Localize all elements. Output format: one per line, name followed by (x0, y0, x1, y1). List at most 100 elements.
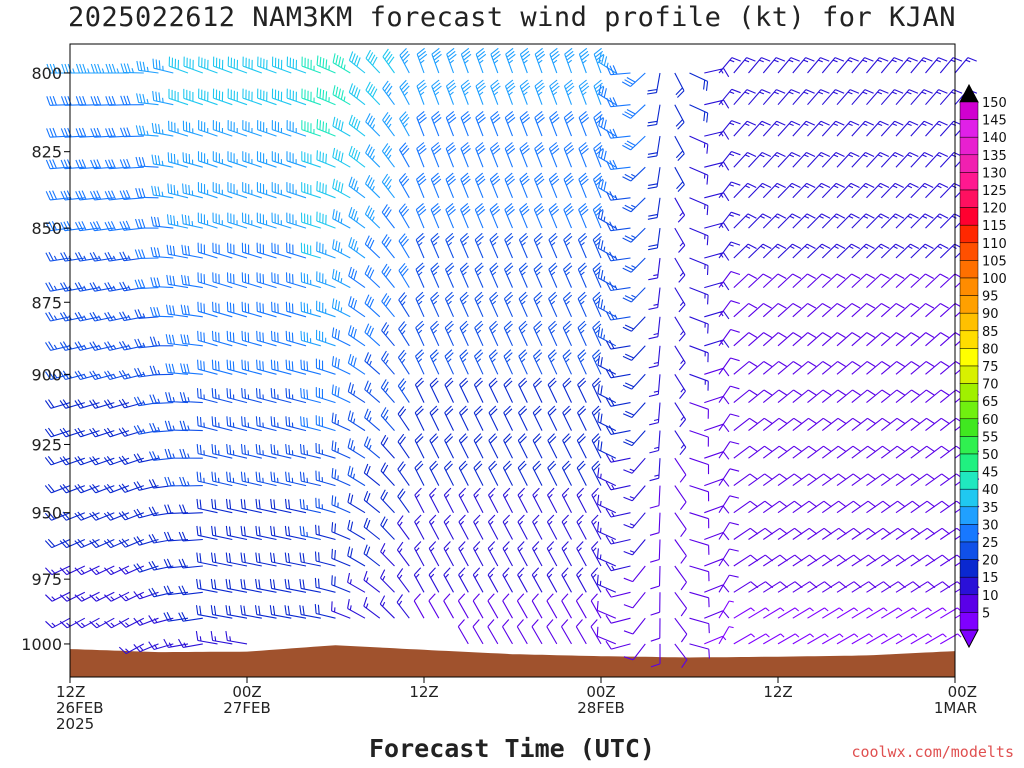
wind-barb (75, 159, 100, 170)
wind-barb (621, 72, 646, 87)
wind-barb (880, 389, 906, 404)
wind-barb (925, 445, 950, 459)
wind-barb (331, 412, 351, 432)
wind-barb (649, 402, 661, 426)
wind-barb (532, 377, 543, 403)
wind-barb (148, 560, 174, 571)
wind-barb (299, 444, 321, 459)
wind-barb (443, 541, 454, 567)
wind-barb (364, 352, 381, 375)
wind-barb (821, 89, 845, 106)
wind-barb (256, 301, 277, 318)
wind-barb (762, 389, 788, 404)
wind-barb (504, 142, 516, 168)
wind-barb (135, 188, 159, 199)
wind-barb (925, 243, 949, 259)
wind-barb (445, 142, 457, 168)
wind-barb (269, 578, 292, 593)
wind-barb (851, 473, 876, 487)
wind-barb (487, 619, 499, 645)
wind-barb (718, 441, 740, 459)
wind-barb (380, 542, 395, 567)
wind-barb (473, 405, 484, 431)
wind-barb (331, 548, 351, 567)
credit-link[interactable]: coolwx.com/modelts (851, 743, 1014, 761)
wind-barb (910, 273, 934, 289)
wind-barb (895, 89, 919, 106)
wind-barb (895, 473, 921, 487)
wind-barb (105, 127, 130, 138)
wind-barb (363, 570, 381, 593)
wind-barb (748, 332, 773, 347)
wind-barb (45, 190, 71, 201)
wind-barb (414, 541, 425, 567)
wind-barb (762, 473, 788, 487)
wind-barb (748, 361, 773, 375)
wind-barb (563, 172, 574, 199)
wind-barb (807, 527, 832, 540)
wind-barb (836, 120, 860, 137)
wind-barb (517, 433, 528, 459)
wind-barb (227, 151, 248, 168)
wind-barb (650, 643, 661, 668)
wind-barb (674, 643, 688, 669)
wind-barb (74, 538, 100, 549)
wind-barb (382, 48, 395, 74)
wind-barb (518, 320, 528, 347)
wind-barb (547, 405, 558, 431)
wind-barb (733, 89, 756, 106)
wind-barb (577, 232, 588, 259)
colorbar-label: 95 (982, 290, 999, 305)
wind-barb (474, 172, 486, 199)
wind-barb (591, 514, 602, 540)
wind-barb (777, 445, 803, 459)
wind-barb (704, 584, 730, 593)
wind-barb (226, 471, 248, 487)
wind-barb (836, 152, 860, 168)
wind-barb (578, 79, 590, 105)
wind-barb (270, 330, 292, 347)
wind-barb (748, 417, 773, 432)
wind-barb (518, 232, 529, 259)
colorbar-label: 5 (982, 606, 990, 621)
colorbar-label: 25 (982, 536, 999, 551)
wind-barb (225, 631, 248, 645)
wind-barb (90, 96, 115, 106)
wind-barb (532, 541, 543, 567)
wind-barb (562, 262, 573, 288)
wind-barb (762, 303, 787, 318)
wind-barb (314, 604, 336, 619)
colorbar-max-arrow (959, 83, 979, 103)
wind-barb (518, 262, 528, 288)
wind-barb (792, 182, 816, 199)
wind-barb (299, 471, 321, 487)
wind-barb (762, 182, 786, 199)
wind-barb (866, 243, 890, 259)
wind-barb (836, 445, 862, 459)
wind-barb (777, 57, 800, 74)
wind-barb (75, 221, 100, 232)
wind-barb (118, 591, 145, 602)
wind-barb (596, 626, 617, 645)
wind-barb (89, 341, 115, 351)
wind-barb (704, 395, 730, 405)
wind-barb (89, 617, 115, 629)
wind-barb (880, 473, 906, 487)
wind-barb (301, 88, 321, 106)
wind-barb (561, 593, 572, 619)
wind-barb (270, 444, 292, 459)
wind-barb (910, 57, 933, 74)
wind-barb (622, 345, 646, 361)
wind-barb (488, 405, 499, 431)
wind-barb (255, 416, 277, 432)
wind-barb (179, 476, 203, 487)
wind-barb (225, 525, 248, 541)
wind-barb (443, 567, 454, 593)
wind-barb (807, 57, 830, 74)
wind-barb (149, 394, 174, 405)
wind-barb (605, 481, 631, 491)
wind-barb (133, 481, 159, 491)
wind-barb (733, 554, 759, 567)
wind-barb (430, 202, 442, 229)
